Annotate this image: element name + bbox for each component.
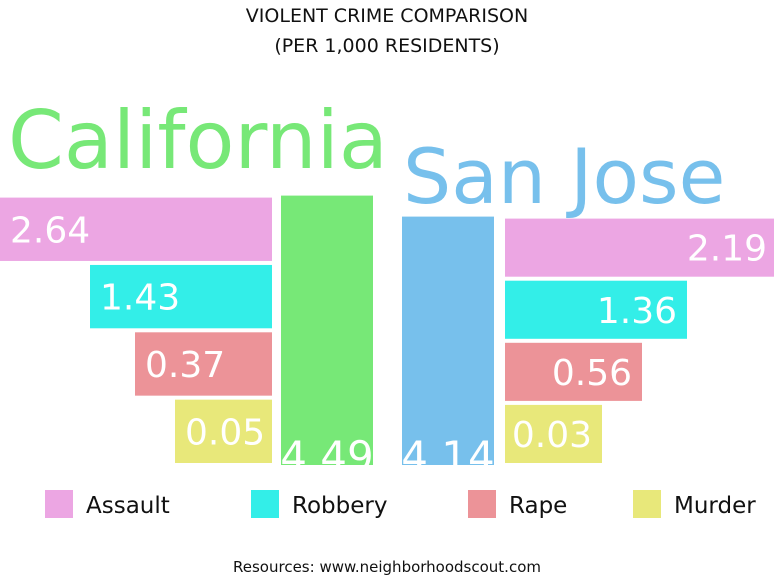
- chart-title: VIOLENT CRIME COMPARISON: [246, 5, 528, 27]
- crime-bar: [505, 342, 642, 401]
- crime-bar: [505, 404, 602, 463]
- crime-bar: [90, 264, 272, 329]
- value-label: 0.05: [185, 412, 265, 453]
- value-label: 0.03: [512, 415, 592, 456]
- legend-swatch: [468, 490, 496, 518]
- chart-subtitle: (PER 1,000 RESIDENTS): [274, 35, 499, 57]
- legend-label: Rape: [509, 493, 567, 519]
- value-label: 0.37: [145, 345, 225, 386]
- value-label: 2.64: [10, 210, 90, 251]
- crime-bar: [505, 218, 774, 277]
- legend-swatch: [45, 490, 73, 518]
- value-label: 2.19: [687, 229, 767, 270]
- group-name: California: [8, 94, 388, 187]
- crime-bar: [505, 280, 687, 339]
- crime-bar: [175, 399, 272, 463]
- total-bar: [402, 216, 494, 465]
- crime-bar: [0, 197, 272, 261]
- legend-swatch: [251, 490, 279, 518]
- group-name: San Jose: [403, 132, 725, 221]
- total-label: 4.14: [401, 432, 495, 481]
- value-label: 1.36: [597, 291, 677, 332]
- crime-bar: [135, 332, 272, 396]
- total-bar: [281, 195, 373, 465]
- legend-label: Assault: [86, 493, 170, 519]
- legend-label: Robbery: [292, 493, 387, 519]
- value-label: 0.56: [552, 353, 632, 394]
- legend-label: Murder: [674, 493, 756, 519]
- value-label: 1.43: [100, 278, 180, 319]
- total-label: 4.49: [280, 432, 374, 481]
- source: Resources: www.neighborhoodscout.com: [233, 558, 541, 576]
- legend-swatch: [633, 490, 661, 518]
